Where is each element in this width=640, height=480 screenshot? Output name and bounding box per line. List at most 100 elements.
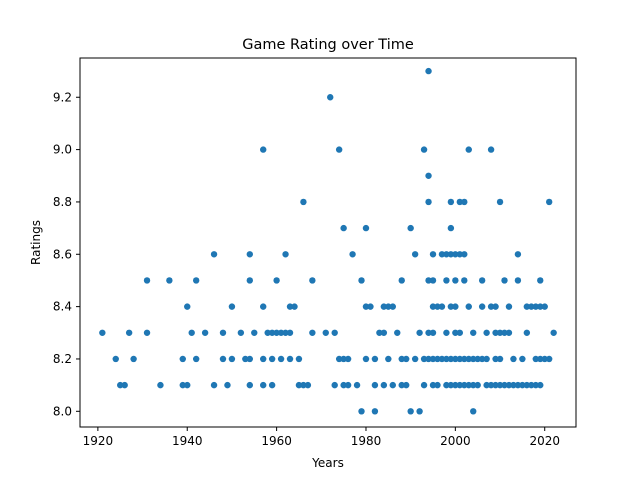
data-point (268, 381, 276, 389)
data-point (335, 355, 343, 363)
data-point (429, 355, 437, 363)
data-point (492, 355, 499, 363)
data-point (452, 355, 459, 363)
data-point (478, 303, 486, 310)
data-point (335, 146, 343, 153)
data-point (443, 251, 450, 258)
y-tick-label: 8.2 (53, 352, 72, 366)
data-point (505, 329, 513, 336)
data-point (438, 355, 446, 363)
data-point (514, 251, 522, 258)
data-point (452, 251, 459, 258)
data-point (367, 303, 374, 310)
data-point (166, 277, 173, 284)
data-point (447, 381, 455, 389)
data-point (487, 303, 495, 310)
data-point (492, 381, 499, 389)
data-point (532, 381, 539, 389)
data-point (237, 329, 245, 336)
data-point (246, 381, 253, 389)
data-point (353, 381, 361, 389)
data-point (376, 329, 383, 336)
data-point (452, 277, 459, 284)
data-point (192, 277, 200, 284)
y-tick-label: 9.2 (53, 90, 72, 104)
data-point (510, 355, 517, 363)
data-point (447, 251, 455, 258)
data-point (309, 329, 316, 336)
data-point (260, 303, 267, 310)
data-point (380, 303, 388, 310)
data-point (286, 303, 294, 310)
data-point (528, 381, 535, 389)
data-point (371, 355, 379, 363)
data-point (407, 224, 414, 232)
data-point (505, 381, 513, 389)
data-point (210, 251, 218, 258)
x-tick-label: 1960 (261, 434, 292, 448)
data-point (385, 355, 392, 363)
data-point (514, 381, 522, 389)
x-tick-label: 1980 (351, 434, 382, 448)
data-point (537, 381, 544, 389)
data-point (403, 381, 410, 389)
data-point (429, 277, 437, 284)
data-point (461, 355, 468, 363)
data-point (416, 408, 423, 415)
data-point (380, 381, 388, 389)
data-point (496, 381, 504, 389)
data-point (519, 355, 526, 363)
data-point (438, 251, 446, 258)
data-point (327, 94, 334, 101)
data-point (474, 381, 481, 389)
data-point (260, 355, 267, 363)
data-point (420, 355, 428, 363)
data-point (398, 381, 405, 389)
plot-frame (79, 57, 577, 428)
data-point (268, 355, 276, 363)
data-point (443, 277, 450, 284)
data-point (219, 355, 227, 363)
data-point (541, 355, 548, 363)
data-point (201, 329, 209, 336)
data-point (425, 198, 432, 206)
data-point (456, 198, 464, 206)
x-tick-label: 1940 (172, 434, 203, 448)
data-point (532, 355, 539, 363)
data-point (228, 303, 236, 310)
y-axis: 8.0 8.2 8.4 8.6 8.8 9.0 9.2 (53, 90, 80, 418)
data-point (452, 303, 459, 310)
data-point (434, 303, 441, 310)
data-point (304, 381, 312, 389)
data-point (282, 251, 289, 258)
data-point (429, 381, 437, 389)
data-point (264, 329, 271, 336)
data-point (184, 303, 191, 310)
data-point (523, 303, 531, 310)
data-point (470, 329, 477, 336)
data-point (447, 198, 455, 206)
data-point (429, 329, 437, 336)
data-point (411, 355, 419, 363)
data-point (246, 251, 253, 258)
data-point (496, 329, 504, 336)
data-point (537, 303, 544, 310)
data-point (300, 381, 307, 389)
data-point (331, 381, 338, 389)
data-point (456, 251, 464, 258)
data-point (143, 277, 151, 284)
data-point (228, 355, 236, 363)
data-point (537, 277, 544, 284)
data-point (246, 355, 253, 363)
points-layer (99, 67, 557, 415)
data-point (545, 198, 553, 206)
chart-title: Game Rating over Time (242, 37, 414, 53)
data-point (380, 329, 388, 336)
data-point (362, 303, 370, 310)
data-point (210, 381, 218, 389)
data-point (125, 329, 133, 336)
data-point (487, 381, 495, 389)
data-point (474, 355, 481, 363)
